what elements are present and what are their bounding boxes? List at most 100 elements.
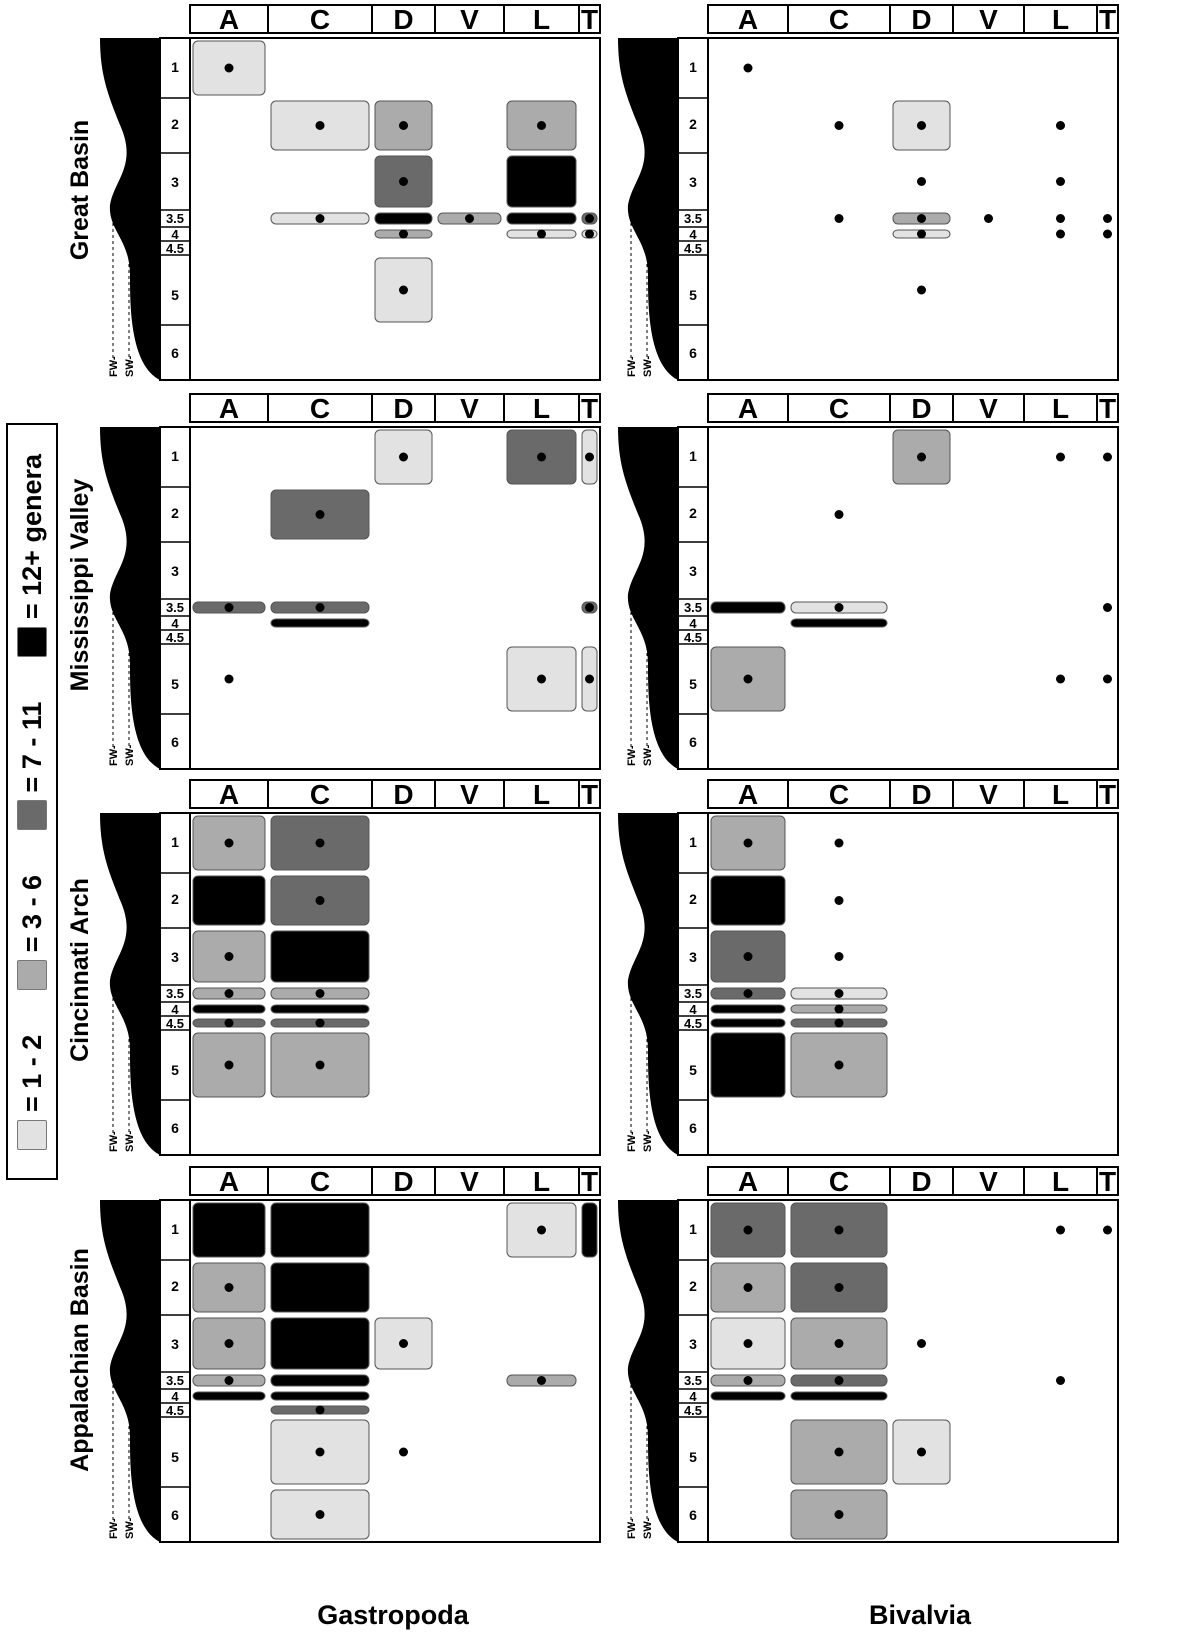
profile-silhouette <box>618 427 678 769</box>
cells <box>710 429 1112 712</box>
dot-d-2 <box>917 121 926 130</box>
dot-d-3 <box>917 177 926 186</box>
dot-a-1 <box>224 63 234 73</box>
dot-c-5 <box>834 1447 844 1457</box>
panel-cincinnati-arch-bivalvia: FW- SW- 1 2 3 3.544.5 5 6 A C D V L T <box>618 779 1119 1156</box>
profile-label-sw: SW- <box>124 1518 136 1539</box>
cells <box>192 815 370 1098</box>
profile-label-fw: FW- <box>108 1518 120 1539</box>
dot-l-4 <box>1056 229 1065 239</box>
header-label-v: V <box>979 779 998 810</box>
profile-label-sw: SW- <box>642 1131 654 1152</box>
dot-c-2 <box>834 121 844 130</box>
zone-label-3-5: 3.5 <box>166 1373 184 1388</box>
legend-swatch-1-2 <box>17 1119 47 1150</box>
profile-silhouette <box>100 427 160 769</box>
cell-c-4 <box>270 1004 370 1014</box>
dot-a-5 <box>224 674 234 684</box>
zone-label-5: 5 <box>689 1062 697 1078</box>
dot-a-3 <box>743 1339 753 1348</box>
header-cell-a <box>189 779 269 809</box>
zone-label-3-5: 3.5 <box>166 600 184 615</box>
cell-a-4 <box>192 1391 266 1401</box>
zone-label-5: 5 <box>689 1449 697 1465</box>
row-title-great-basin: Great Basin <box>66 120 94 260</box>
header-cell-t <box>1096 1166 1119 1196</box>
header-label-a: A <box>738 779 758 810</box>
profile-silhouette <box>100 38 160 380</box>
header-cell-v <box>434 779 505 809</box>
dot-l-3-5 <box>1056 214 1065 223</box>
dot-c-2 <box>834 1283 844 1292</box>
dot-l-1 <box>1056 452 1065 462</box>
zone-label-2: 2 <box>689 505 697 521</box>
zone-label-5: 5 <box>171 676 179 692</box>
panel-appalachian-basin-gastropoda: FW- SW- 1 2 3 3.544.5 5 6 A C D V L T <box>100 1166 601 1543</box>
dot-c-1 <box>834 838 844 848</box>
dot-c-5 <box>315 1060 325 1070</box>
zone-label-3: 3 <box>171 949 179 965</box>
legend-swatch-12-plus <box>17 626 47 657</box>
zone-label-2: 2 <box>171 891 179 907</box>
header-cell-d <box>889 779 954 809</box>
zone-label-5: 5 <box>689 287 697 303</box>
header-label-a: A <box>738 4 758 35</box>
header-label-v: V <box>979 393 998 424</box>
header-cell-c <box>787 4 891 34</box>
header-label-l: L <box>1052 779 1069 810</box>
header-label-c: C <box>310 4 330 35</box>
zone-label-6: 6 <box>689 345 697 361</box>
zone-label-3: 3 <box>171 563 179 579</box>
zone-label-6: 6 <box>171 345 179 361</box>
cell-c-3 <box>270 930 370 983</box>
dot-t-1 <box>1103 1225 1112 1235</box>
legend-label-12-plus: = 12+ genera <box>16 453 47 619</box>
dot-l-3-5 <box>1056 1376 1065 1385</box>
header-label-v: V <box>979 1166 998 1197</box>
cell-a-2 <box>710 875 786 926</box>
depth-profile: FW- SW- <box>100 813 160 1155</box>
header-label-a: A <box>219 779 239 810</box>
header-label-d: D <box>393 4 413 35</box>
zone-label-3-5: 3.5 <box>684 1373 702 1388</box>
zone-label-5: 5 <box>171 1062 179 1078</box>
zone-label-6: 6 <box>171 1507 179 1523</box>
header-label-v: V <box>460 1166 479 1197</box>
dot-t-4 <box>1103 229 1112 239</box>
dot-d-3 <box>399 1339 408 1348</box>
depth-zone-column <box>159 1199 191 1543</box>
dot-a-1 <box>743 838 753 848</box>
profile-silhouette <box>618 38 678 380</box>
dot-d-5 <box>399 1447 408 1457</box>
header-label-l: L <box>533 393 550 424</box>
legend-item-3-6: = 3 - 6 <box>17 874 48 990</box>
zone-label-4-5: 4.5 <box>166 241 184 256</box>
depth-zone-column <box>677 426 709 770</box>
cell-t-1 <box>581 1202 598 1258</box>
header-cell-l <box>1023 393 1098 423</box>
zone-label-4-5: 4.5 <box>166 1016 184 1031</box>
row-title-cincinnati-arch: Cincinnati Arch <box>66 878 94 1062</box>
zone-label-4: 4 <box>171 227 179 242</box>
dot-v-3-5 <box>984 214 993 223</box>
header-label-d: D <box>911 4 931 35</box>
legend-label-1-2: = 1 - 2 <box>16 1034 47 1112</box>
dot-c-2 <box>315 510 325 519</box>
dot-a-3-5 <box>224 1376 234 1385</box>
zone-label-4-5: 4.5 <box>166 1403 184 1418</box>
dot-d-2 <box>399 121 408 130</box>
column-title-gastropoda: Gastropoda <box>317 1600 469 1630</box>
dot-l-3-5 <box>537 1376 546 1385</box>
header-cell-t <box>578 779 601 809</box>
dot-a-1 <box>224 838 234 848</box>
dot-v-3-5 <box>465 214 474 223</box>
zone-label-5: 5 <box>171 287 179 303</box>
dot-a-3-5 <box>224 603 234 612</box>
dot-d-4 <box>917 229 926 239</box>
dot-t-3-5 <box>585 214 594 223</box>
depth-zone-column <box>677 1199 709 1543</box>
cell-a-4 <box>192 1004 266 1014</box>
dot-c-5 <box>315 1447 325 1457</box>
dot-c-3-5 <box>315 214 325 223</box>
dot-a-1 <box>743 1225 753 1235</box>
